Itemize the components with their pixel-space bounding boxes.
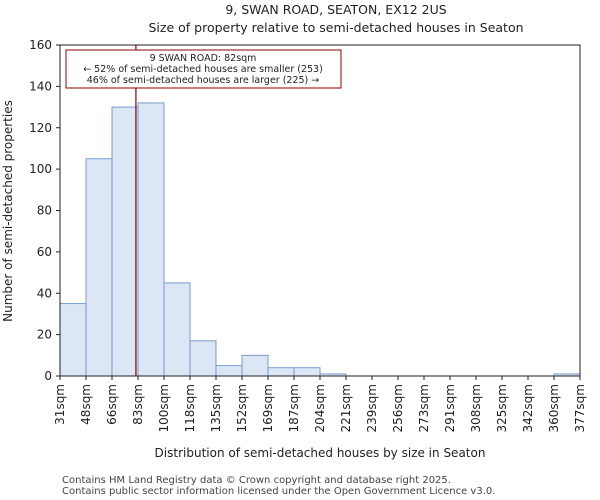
bar-83sqm — [137, 102, 165, 377]
x-tick-label: 83sqm — [131, 384, 145, 425]
bar-66sqm — [111, 106, 139, 377]
x-tick-label: 308sqm — [469, 384, 483, 432]
bar-187sqm — [293, 367, 321, 377]
x-tick-label: 66sqm — [105, 384, 119, 425]
annotation-line-2: ← 52% of semi-detached houses are smalle… — [83, 64, 323, 75]
y-tick-label: 140 — [29, 79, 52, 93]
footer-line-1: Contains HM Land Registry data © Crown c… — [62, 475, 451, 486]
x-tick-label: 169sqm — [261, 384, 275, 432]
x-tick-label: 187sqm — [287, 384, 301, 432]
plot-frame — [59, 44, 581, 377]
y-tick-label: 0 — [44, 369, 52, 383]
chart-subtitle: Size of property relative to semi-detach… — [148, 20, 523, 35]
x-tick-label: 221sqm — [339, 384, 353, 432]
annotation-line-1: 9 SWAN ROAD: 82sqm — [150, 53, 257, 64]
y-tick-label: 20 — [37, 328, 52, 342]
x-tick-label: 118sqm — [183, 384, 197, 432]
x-tick-label: 135sqm — [209, 384, 223, 432]
x-tick-label: 100sqm — [157, 384, 171, 432]
chart-title: 9, SWAN ROAD, SEATON, EX12 2US — [225, 2, 446, 17]
x-tick-label: 273sqm — [417, 384, 431, 432]
x-axis-ticks: 31sqm 48sqm 66sqm 83sqm 100sqm 118sqm 135sqm 15… — [53, 376, 587, 432]
bar-100sqm — [163, 282, 191, 377]
bar-152sqm — [241, 354, 269, 377]
bar-31sqm — [59, 303, 87, 377]
bar-135sqm — [215, 365, 243, 377]
x-tick-label: 291sqm — [443, 384, 457, 432]
x-tick-label: 239sqm — [365, 384, 379, 432]
y-tick-label: 160 — [29, 38, 52, 52]
y-tick-label: 60 — [37, 245, 52, 259]
annotation-box — [65, 49, 342, 89]
bar-169sqm — [267, 367, 295, 377]
y-tick-label: 100 — [29, 162, 52, 176]
footer-line-2: Contains public sector information licen… — [62, 486, 496, 497]
y-tick-label: 40 — [37, 286, 52, 300]
annotation-line-3: 46% of semi-detached houses are larger (… — [87, 75, 320, 86]
bars-group — [59, 102, 581, 377]
y-tick-label: 120 — [29, 121, 52, 135]
x-tick-label: 204sqm — [313, 384, 327, 432]
bar-48sqm — [85, 158, 113, 377]
bar-118sqm — [189, 340, 217, 377]
x-tick-label: 325sqm — [495, 384, 509, 432]
y-tick-label: 80 — [37, 204, 52, 218]
y-axis-ticks: 0 20 40 60 80 100 120 140 160 — [29, 38, 60, 383]
y-axis-label: Number of semi-detached properties — [1, 100, 15, 322]
x-axis-label: Distribution of semi-detached houses by … — [155, 446, 486, 460]
x-tick-label: 342sqm — [521, 384, 535, 432]
x-tick-label: 152sqm — [235, 384, 249, 432]
x-tick-label: 256sqm — [391, 384, 405, 432]
x-tick-label: 360sqm — [547, 384, 561, 432]
x-tick-label: 377sqm — [573, 384, 587, 432]
x-tick-label: 31sqm — [53, 384, 67, 425]
x-tick-label: 48sqm — [79, 384, 93, 425]
